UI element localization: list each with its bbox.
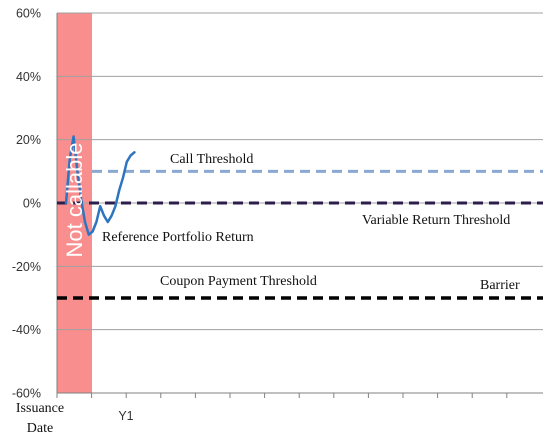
x-tick-label-issuance: Issuance — [16, 401, 64, 416]
reference-portfolio-return-label: Reference Portfolio Return — [102, 230, 254, 245]
y-tick-label: 60% — [16, 7, 41, 21]
y-tick-label: -40% — [12, 323, 41, 337]
y-tick-label: 20% — [16, 133, 41, 147]
barrier-label: Barrier — [480, 278, 520, 293]
y-tick-label: 40% — [16, 70, 41, 84]
reference-portfolio-return-line — [64, 135, 136, 236]
y-tick-label: 0% — [23, 197, 41, 211]
x-tick-label-y1: Y1 — [118, 409, 133, 423]
coupon-payment-threshold-label: Coupon Payment Threshold — [160, 274, 317, 289]
variable-return-threshold-label: Variable Return Threshold — [362, 213, 510, 228]
x-tick-label-date: Date — [27, 421, 53, 436]
call-threshold-label: Call Threshold — [170, 152, 253, 167]
y-tick-label: -60% — [12, 387, 41, 401]
not-callable-label: Not callable — [62, 143, 87, 258]
y-tick-label: -20% — [12, 260, 41, 274]
